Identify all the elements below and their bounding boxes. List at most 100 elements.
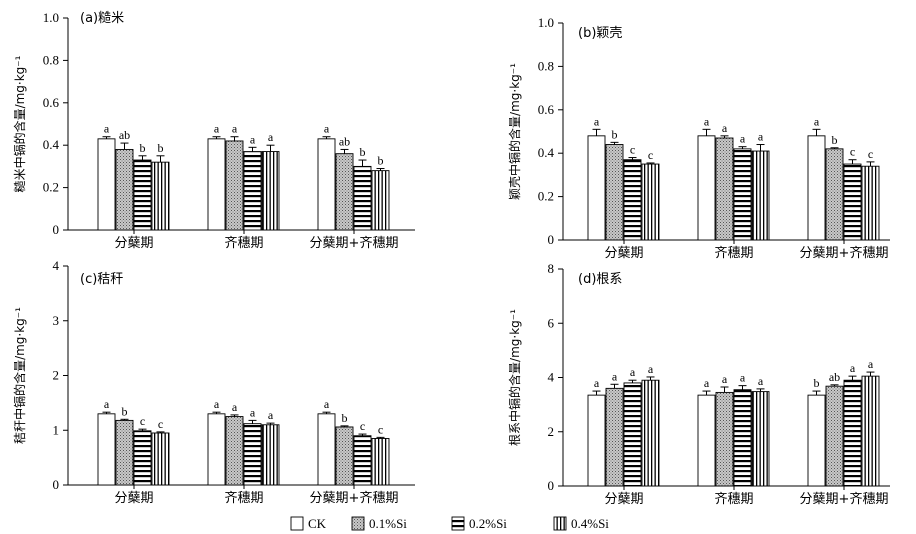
x-tick-label: 分蘖期 — [604, 246, 643, 261]
bar — [151, 432, 170, 486]
bar — [697, 394, 716, 487]
panel-title: (d)根系 — [578, 272, 622, 287]
bar — [115, 419, 134, 486]
significance-label: b — [158, 141, 164, 155]
bar — [587, 135, 606, 241]
significance-label: a — [214, 397, 220, 411]
bar — [371, 438, 390, 486]
panel-title: (a)糙米 — [80, 11, 124, 26]
bar — [317, 138, 336, 231]
x-tick-label: 分蘖期 — [114, 236, 153, 251]
y-tick-label: 4 — [548, 370, 555, 385]
x-tick-label: 齐穗期 — [714, 491, 753, 507]
significance-label: a — [104, 122, 110, 136]
legend-swatch — [290, 516, 304, 531]
y-tick-label: 0 — [53, 477, 60, 492]
significance-label: a — [758, 130, 764, 144]
legend: CK 0.1%Si 0.2%Si 0.4%Si — [290, 516, 609, 531]
bar — [807, 135, 826, 241]
bar — [97, 138, 116, 231]
significance-label: b — [814, 376, 820, 390]
significance-label: a — [232, 400, 238, 414]
bar — [641, 379, 660, 487]
y-tick-label: 0 — [548, 478, 555, 493]
legend-swatch — [351, 516, 365, 531]
significance-label: b — [140, 141, 146, 155]
bar — [225, 416, 244, 486]
significance-label: b — [360, 145, 366, 159]
significance-label: a — [704, 376, 710, 390]
significance-label: b — [832, 133, 838, 147]
significance-label: a — [722, 121, 728, 135]
significance-label: a — [758, 374, 764, 388]
significance-label: a — [268, 130, 274, 144]
significance-label: ab — [119, 128, 130, 142]
significance-label: a — [268, 408, 274, 422]
bar — [587, 394, 606, 487]
significance-label: a — [648, 362, 654, 376]
significance-label: c — [360, 419, 365, 433]
bar — [335, 426, 354, 486]
y-tick-label: 2 — [53, 368, 60, 383]
significance-label: a — [722, 372, 728, 386]
bar — [751, 391, 770, 487]
bar — [353, 435, 372, 486]
bar — [371, 170, 390, 231]
significance-label: ab — [829, 370, 840, 384]
significance-label: c — [850, 145, 855, 159]
significance-label: c — [140, 414, 145, 428]
bar — [715, 137, 734, 241]
bar — [243, 423, 262, 486]
y-axis-label: 糙米中镉的含量/mg·kg⁻¹ — [12, 55, 27, 192]
bar — [225, 140, 244, 231]
significance-label: a — [214, 122, 220, 136]
bar — [243, 151, 262, 231]
significance-label: a — [740, 132, 746, 146]
significance-label: a — [104, 397, 110, 411]
significance-label: a — [868, 357, 874, 371]
significance-label: a — [324, 122, 330, 136]
significance-label: a — [250, 405, 256, 419]
y-tick-label: 0.4 — [538, 145, 555, 160]
significance-label: c — [378, 422, 383, 436]
significance-label: ab — [339, 134, 350, 148]
legend-swatch — [553, 516, 567, 531]
significance-label: b — [378, 154, 384, 168]
bar — [207, 138, 226, 231]
bar — [715, 391, 734, 487]
significance-label: a — [324, 397, 330, 411]
legend-label: 0.1%Si — [369, 516, 407, 531]
bar — [825, 385, 844, 487]
bar — [807, 394, 826, 487]
bar — [261, 151, 280, 231]
bar — [605, 387, 624, 487]
bar — [825, 148, 844, 241]
bar — [861, 375, 880, 487]
y-axis-label: 秸秆中镉的含量/mg·kg⁻¹ — [12, 307, 27, 444]
x-tick-label: 齐穗期 — [224, 490, 263, 506]
x-tick-label: 齐穗期 — [714, 245, 753, 261]
bar — [115, 148, 134, 231]
significance-label: a — [612, 369, 618, 383]
bar — [97, 413, 116, 486]
x-tick-label: 分蘖期+齐穗期 — [310, 235, 399, 251]
y-tick-label: 0 — [53, 222, 60, 237]
significance-label: b — [612, 127, 618, 141]
y-tick-label: 0.2 — [538, 189, 554, 204]
y-tick-label: 2 — [548, 424, 555, 439]
y-tick-label: 0.4 — [43, 137, 60, 152]
x-tick-label: 分蘖期+齐穗期 — [310, 490, 399, 506]
bar — [641, 163, 660, 241]
bar — [133, 430, 152, 486]
bar — [861, 165, 880, 241]
significance-label: a — [232, 122, 238, 136]
y-tick-label: 8 — [548, 261, 555, 276]
significance-label: c — [630, 143, 635, 157]
bar — [843, 379, 862, 487]
x-tick-label: 分蘖期+齐穗期 — [800, 491, 889, 507]
bar — [335, 153, 354, 231]
y-tick-label: 0.6 — [538, 102, 555, 117]
bar — [733, 389, 752, 487]
